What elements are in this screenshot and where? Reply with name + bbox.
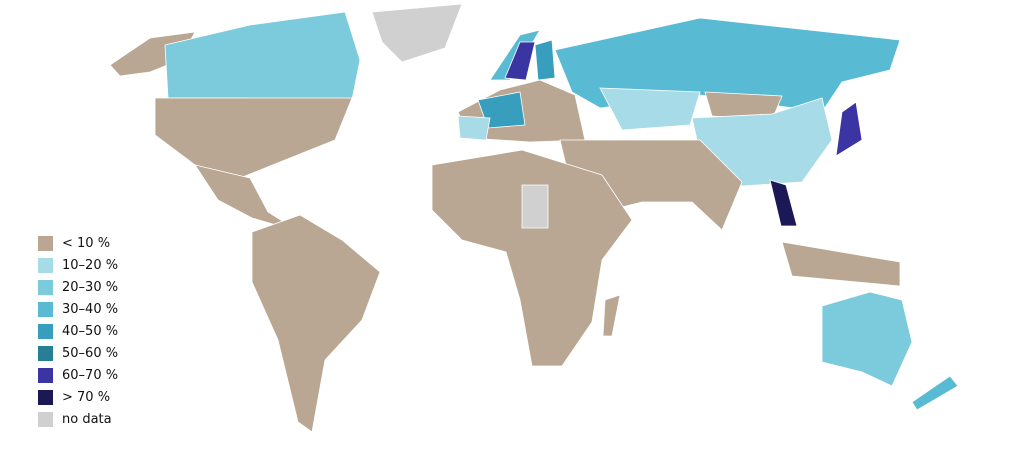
legend-item: 50–60 % <box>38 342 118 364</box>
legend-item: 30–40 % <box>38 298 118 320</box>
region-south-america <box>251 214 381 433</box>
region-finland <box>534 39 556 81</box>
legend-label: > 70 % <box>62 389 111 405</box>
region-new-zealand <box>911 375 959 411</box>
legend-label: < 10 % <box>62 235 111 251</box>
legend-label: 20–30 % <box>62 279 119 295</box>
legend-label: no data <box>62 411 112 427</box>
legend-swatch <box>38 411 53 427</box>
legend-swatch <box>38 323 53 339</box>
legend-label: 50–60 % <box>62 345 119 361</box>
legend-label: 10–20 % <box>62 257 119 273</box>
region-japan <box>835 101 863 157</box>
legend: < 10 % 10–20 % 20–30 % 30–40 % 40–50 % 5… <box>38 232 118 430</box>
region-se-asia-islands <box>781 241 901 287</box>
legend-swatch <box>38 301 53 317</box>
legend-item: no data <box>38 408 118 430</box>
legend-item: 60–70 % <box>38 364 118 386</box>
region-australia <box>821 291 913 387</box>
legend-label: 60–70 % <box>62 367 119 383</box>
region-sweden <box>504 41 536 81</box>
legend-swatch <box>38 279 53 295</box>
region-kazakhstan <box>599 87 701 131</box>
region-usa <box>154 97 353 179</box>
legend-item: 40–50 % <box>38 320 118 342</box>
legend-swatch <box>38 389 53 405</box>
legend-label: 40–50 % <box>62 323 119 339</box>
legend-item: < 10 % <box>38 232 118 254</box>
legend-swatch <box>38 235 53 251</box>
region-sahara-nodata <box>521 184 549 229</box>
legend-item: > 70 % <box>38 386 118 408</box>
region-greenland <box>371 3 463 63</box>
legend-swatch <box>38 345 53 361</box>
legend-swatch <box>38 367 53 383</box>
legend-item: 10–20 % <box>38 254 118 276</box>
legend-swatch <box>38 257 53 273</box>
legend-label: 30–40 % <box>62 301 119 317</box>
legend-item: 20–30 % <box>38 276 118 298</box>
region-iberia <box>457 115 491 141</box>
region-madagascar <box>602 294 621 337</box>
region-vietnam <box>769 179 798 227</box>
region-russia <box>554 17 901 113</box>
region-africa <box>431 149 633 367</box>
region-canada <box>164 11 361 101</box>
